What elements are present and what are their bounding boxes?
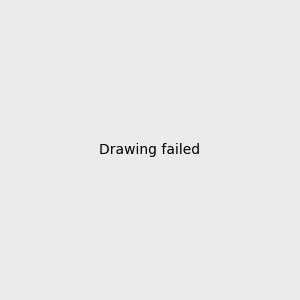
Text: Drawing failed: Drawing failed bbox=[99, 143, 201, 157]
